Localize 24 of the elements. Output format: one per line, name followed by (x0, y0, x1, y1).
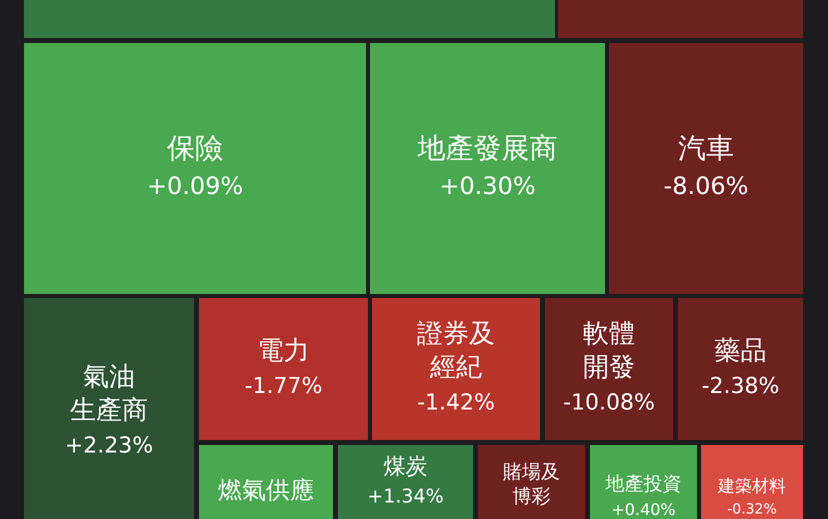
category-label: 建築材料 (717, 476, 786, 496)
data-label: -1.77% (244, 374, 322, 399)
data-label: +0.09% (146, 172, 244, 200)
category-label: 地產投資 (604, 472, 682, 495)
data-label: -10.08% (563, 390, 655, 416)
data-label: +0.40% (611, 500, 676, 519)
data-label: +0.30% (439, 172, 536, 200)
data-label: -0.32% (727, 502, 777, 518)
category-label: 藥品 (714, 336, 766, 366)
category-label: 煤炭 (384, 454, 428, 480)
category-label: 汽車 (678, 131, 734, 164)
category-label: 氣油生產商 (70, 362, 148, 426)
category-label: 電力 (258, 336, 310, 366)
category-label: 保險 (167, 131, 223, 164)
category-label: 地產發展商 (416, 131, 558, 164)
data-label: -2.38% (702, 374, 780, 399)
category-label: 燃氣供應 (218, 476, 314, 504)
category-label: 賭場及博彩 (503, 460, 560, 508)
category-label: 證券及經紀 (417, 318, 495, 383)
data-label: +2.23% (64, 434, 154, 459)
data-label: -1.42% (417, 390, 495, 416)
data-label: -8.06% (664, 172, 748, 200)
category-label: 軟體開發 (583, 318, 635, 383)
data-label: +1.34% (367, 486, 444, 508)
